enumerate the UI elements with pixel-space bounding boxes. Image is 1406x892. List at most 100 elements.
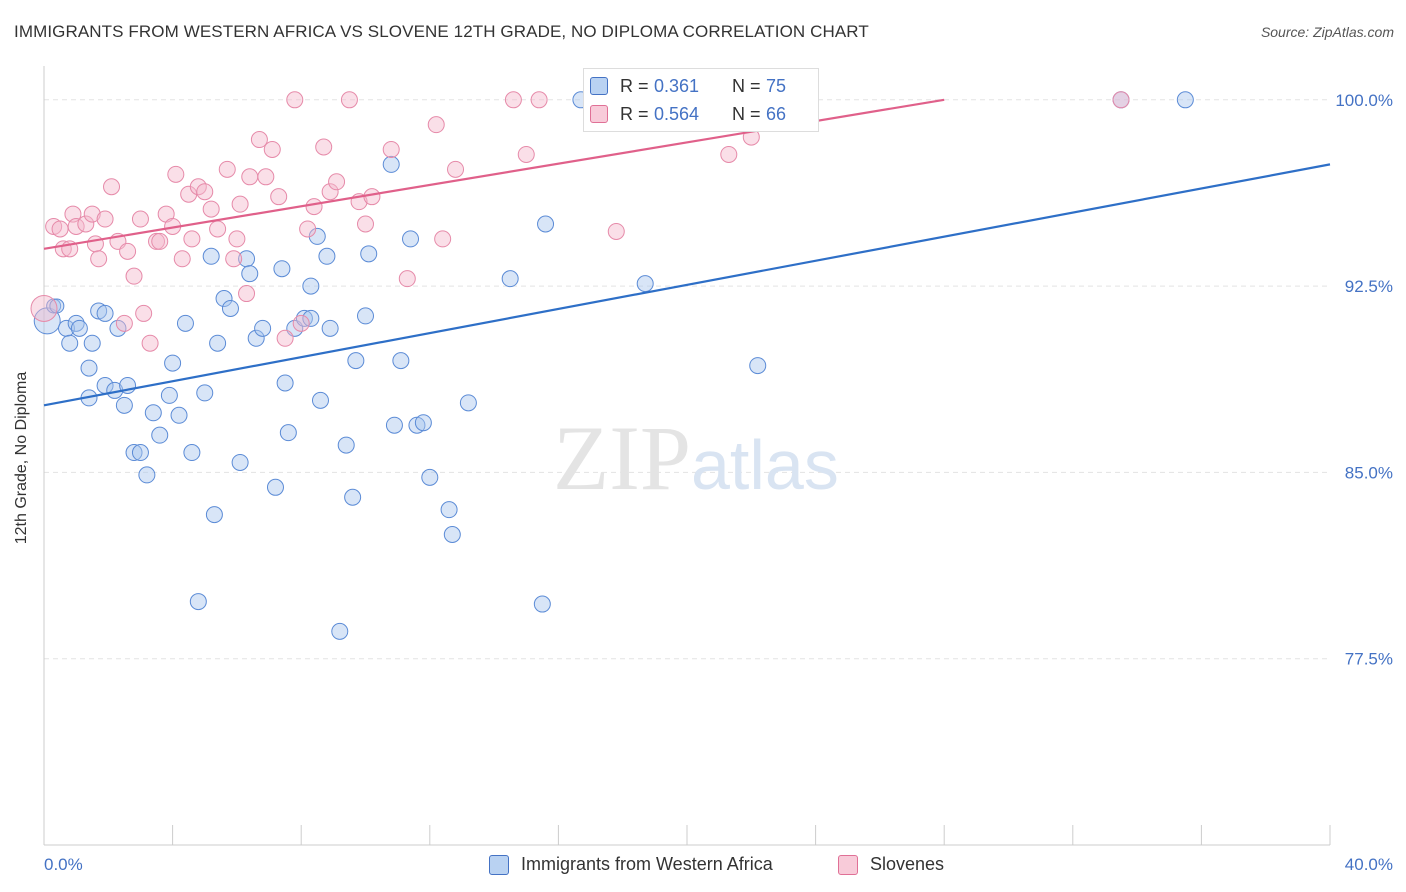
legend-label: Slovenes (870, 854, 945, 874)
immigrants-point (138, 466, 156, 484)
immigrants-point (241, 265, 259, 283)
immigrants-point (231, 453, 249, 471)
grid-lines (44, 99, 1330, 660)
slovenes-point (209, 220, 227, 238)
slovenes-point (1112, 91, 1130, 109)
slovenes-point (228, 230, 246, 248)
stats-n-label: N = (732, 104, 761, 124)
slovenes-point (286, 91, 304, 109)
slovenes-point (77, 215, 95, 233)
slovenes-point (270, 188, 288, 206)
x-tick-label: 40.0% (1345, 855, 1393, 874)
slovenes-point (173, 250, 191, 268)
y-tick-label: 92.5% (1345, 277, 1393, 296)
slovenes-point (276, 329, 294, 347)
slovenes-point (83, 205, 101, 223)
immigrants-point (170, 406, 188, 424)
immigrants-point (215, 290, 233, 308)
immigrants-point (501, 270, 519, 288)
slovenes-point (151, 232, 169, 250)
slovenes-point (504, 91, 522, 109)
slovenes-point (135, 304, 153, 322)
slovenes-point (96, 210, 114, 228)
immigrants-point (421, 468, 439, 486)
immigrants-point (70, 319, 88, 337)
slovenes-point (305, 198, 323, 216)
slovenes-point (328, 173, 346, 191)
slovenes-point (51, 220, 69, 238)
y-axis-label: 12th Grade, No Diploma (13, 371, 30, 545)
series-immigrants-points (33, 91, 1194, 640)
slovenes-point (202, 200, 220, 218)
slovenes-point (263, 140, 281, 158)
series-slovenes-points (30, 91, 1130, 352)
slovenes-point (238, 285, 256, 303)
slovenes-point (167, 165, 185, 183)
chart-source: Source: ZipAtlas.com (1260, 24, 1394, 40)
immigrants-point (357, 307, 374, 325)
y-tick-label: 100.0% (1335, 91, 1393, 110)
slovenes-point (115, 314, 133, 332)
axes (43, 66, 1331, 846)
legend-swatch-blue (489, 855, 509, 875)
immigrants-point (144, 404, 162, 422)
immigrants-point (176, 314, 194, 332)
immigrants-point (183, 444, 201, 462)
slovenes-point (119, 242, 137, 260)
immigrants-point (83, 334, 101, 352)
legend: Immigrants from Western Africa Slovenes (0, 852, 1406, 878)
immigrants-trend-line (43, 163, 1331, 407)
immigrants-point (221, 299, 239, 317)
immigrants-point (344, 488, 362, 506)
slovenes-point (434, 230, 452, 248)
slovenes-point (67, 217, 85, 235)
stats-swatch-pink (590, 105, 608, 123)
slovenes-point (183, 230, 201, 248)
immigrants-point (80, 359, 98, 377)
immigrants-point (385, 416, 403, 434)
immigrants-point (533, 595, 551, 613)
immigrants-point (402, 230, 420, 248)
slovenes-point (530, 91, 548, 109)
immigrants-point (151, 426, 169, 444)
watermark-zip: ZIP (553, 407, 691, 509)
immigrants-point (318, 247, 336, 265)
immigrants-point (254, 319, 272, 337)
slovenes-point (607, 222, 625, 240)
slovenes-point (321, 183, 339, 201)
immigrants-point (125, 444, 143, 462)
immigrants-point (266, 478, 284, 496)
slovenes-point (225, 250, 243, 268)
tick-labels: 100.0% 92.5% 85.0% 77.5% 0.0% 40.0% (44, 91, 1393, 874)
slovenes-point (250, 131, 268, 149)
stats-row-slovenes: R = 0.564 N = 66 (584, 100, 818, 128)
slovenes-point (447, 160, 465, 178)
y-tick-label: 77.5% (1345, 650, 1393, 669)
slovenes-point (427, 116, 445, 134)
immigrants-point (247, 329, 265, 347)
immigrants-point (302, 309, 320, 327)
immigrants-point (273, 260, 291, 278)
slovenes-point (257, 168, 275, 186)
immigrants-point (115, 396, 133, 414)
stats-box: R = 0.361 N = 75 R = 0.564 N = 66 (583, 68, 819, 132)
immigrants-point (414, 414, 432, 432)
immigrants-point (337, 436, 355, 454)
immigrants-point (382, 155, 400, 173)
slovenes-point (315, 138, 333, 156)
slovenes-point (103, 178, 121, 196)
immigrants-point (67, 314, 85, 332)
immigrants-point (1176, 91, 1194, 109)
immigrants-point (160, 386, 178, 404)
immigrants-point (295, 309, 313, 327)
slovenes-point (90, 250, 108, 268)
stats-row-immigrants: R = 0.361 N = 75 (584, 72, 818, 100)
immigrants-point (331, 622, 349, 640)
slovenes-point (398, 270, 416, 288)
immigrants-point (302, 277, 320, 295)
slovenes-point (292, 314, 310, 332)
stats-n-value: 66 (766, 104, 787, 124)
legend-label: Immigrants from Western Africa (521, 854, 773, 874)
immigrants-point (61, 334, 79, 352)
slovenes-point (720, 145, 738, 163)
